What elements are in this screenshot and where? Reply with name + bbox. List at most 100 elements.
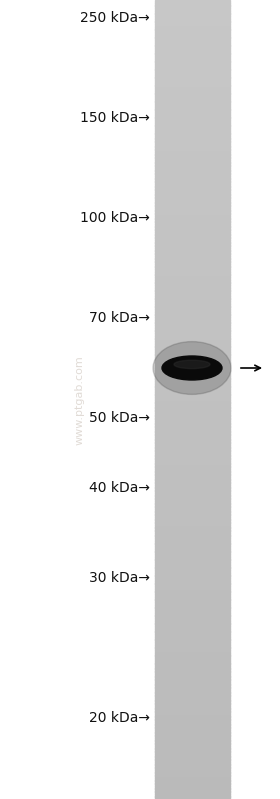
Bar: [155, 250, 230, 253]
Bar: [155, 530, 230, 533]
Bar: [155, 741, 230, 744]
Bar: [155, 759, 230, 762]
Bar: [155, 719, 230, 722]
Bar: [155, 48, 230, 51]
Bar: [155, 509, 230, 512]
Text: 100 kDa→: 100 kDa→: [80, 211, 150, 225]
Bar: [155, 354, 230, 357]
Bar: [155, 583, 230, 586]
Bar: [155, 152, 230, 155]
Bar: [155, 282, 230, 285]
Bar: [155, 677, 230, 680]
Bar: [155, 234, 230, 237]
Bar: [155, 503, 230, 507]
Bar: [155, 400, 230, 403]
Bar: [155, 658, 230, 661]
Bar: [155, 165, 230, 169]
Bar: [155, 197, 230, 201]
Bar: [155, 256, 230, 259]
Bar: [155, 733, 230, 736]
Bar: [155, 269, 230, 272]
Bar: [155, 274, 230, 277]
Bar: [155, 410, 230, 413]
Bar: [155, 54, 230, 57]
Bar: [155, 573, 230, 576]
Bar: [155, 181, 230, 185]
Bar: [155, 642, 230, 645]
Bar: [155, 679, 230, 682]
Text: 50 kDa→: 50 kDa→: [89, 411, 150, 425]
Bar: [155, 306, 230, 309]
Bar: [155, 192, 230, 195]
Bar: [155, 130, 230, 133]
Bar: [155, 66, 230, 70]
Bar: [155, 186, 230, 189]
Bar: [155, 304, 230, 307]
Bar: [155, 96, 230, 99]
Bar: [155, 368, 230, 371]
Bar: [155, 725, 230, 728]
Bar: [155, 674, 230, 677]
Bar: [155, 344, 230, 347]
Bar: [155, 431, 230, 435]
Bar: [155, 461, 230, 464]
Bar: [155, 610, 230, 613]
Bar: [155, 519, 230, 523]
Bar: [155, 200, 230, 203]
Bar: [155, 325, 230, 328]
Bar: [155, 64, 230, 67]
Bar: [155, 615, 230, 618]
Bar: [155, 240, 230, 243]
Bar: [155, 551, 230, 555]
Bar: [155, 618, 230, 621]
Bar: [155, 626, 230, 629]
Bar: [155, 629, 230, 632]
Bar: [155, 714, 230, 717]
Bar: [155, 634, 230, 637]
Bar: [155, 442, 230, 445]
Bar: [155, 216, 230, 219]
Bar: [155, 663, 230, 666]
Bar: [155, 543, 230, 547]
Bar: [155, 783, 230, 786]
Bar: [155, 386, 230, 389]
Bar: [155, 170, 230, 173]
Bar: [155, 647, 230, 650]
Bar: [155, 570, 230, 573]
Bar: [155, 218, 230, 221]
Text: 150 kDa→: 150 kDa→: [80, 111, 150, 125]
Bar: [155, 413, 230, 416]
Bar: [155, 349, 230, 352]
Bar: [155, 506, 230, 509]
Bar: [155, 701, 230, 704]
Bar: [155, 477, 230, 480]
Text: 20 kDa→: 20 kDa→: [89, 711, 150, 725]
Bar: [155, 88, 230, 91]
Bar: [155, 402, 230, 405]
Bar: [155, 562, 230, 565]
Bar: [155, 314, 230, 317]
Bar: [155, 437, 230, 440]
Bar: [155, 378, 230, 381]
Bar: [155, 26, 230, 30]
Bar: [155, 514, 230, 517]
Bar: [155, 154, 230, 157]
Bar: [155, 482, 230, 485]
Bar: [155, 717, 230, 720]
Bar: [155, 272, 230, 275]
Bar: [155, 721, 230, 725]
Bar: [155, 242, 230, 245]
Bar: [155, 205, 230, 209]
Bar: [155, 8, 230, 11]
Bar: [155, 122, 230, 125]
Bar: [155, 781, 230, 784]
Bar: [155, 687, 230, 690]
Bar: [155, 423, 230, 427]
Bar: [155, 597, 230, 600]
Bar: [155, 301, 230, 304]
Bar: [155, 637, 230, 640]
Bar: [155, 317, 230, 320]
Bar: [155, 128, 230, 131]
Bar: [155, 133, 230, 137]
Text: 250 kDa→: 250 kDa→: [80, 11, 150, 25]
